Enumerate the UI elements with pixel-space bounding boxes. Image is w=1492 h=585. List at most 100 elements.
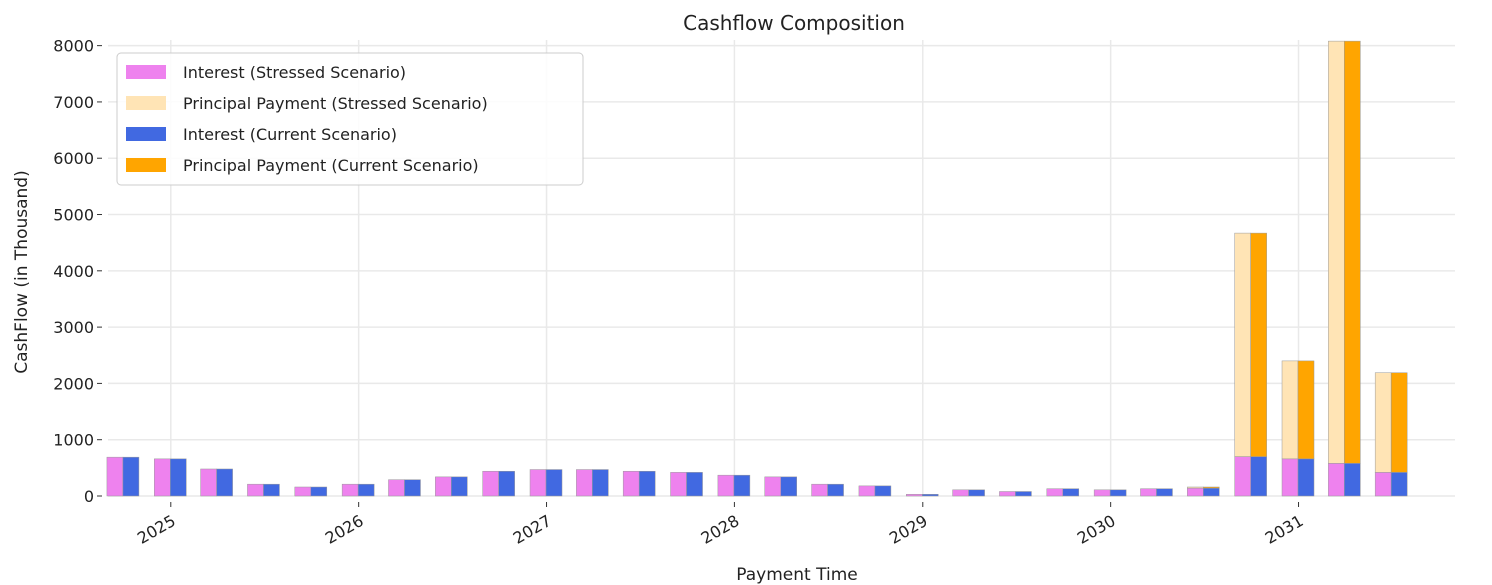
bar-interest-stressed: [858, 485, 876, 497]
bar-interest-stressed: [999, 491, 1016, 497]
x-tick-label: 2030: [1074, 511, 1119, 548]
bar-interest-current: [451, 476, 468, 497]
y-tick-label: 3000: [53, 318, 94, 337]
bar-interest-stressed: [1281, 458, 1299, 497]
bar-interest-stressed: [1187, 487, 1204, 497]
y-tick-label: 4000: [53, 262, 94, 281]
bar-interest-stressed: [482, 470, 499, 497]
legend-swatch: [126, 96, 166, 110]
x-tick-label: 2028: [698, 511, 743, 548]
legend-box: [116, 52, 584, 186]
y-axis-ticks: 0 1000 2000 3000 4000 5000 6000 7000 8000: [53, 37, 102, 506]
bar-interest-stressed: [811, 483, 828, 497]
bar-principal-stressed: [1328, 40, 1345, 464]
bar-interest-current: [122, 456, 140, 497]
bar-principal-stressed: [1374, 372, 1392, 473]
bar-interest-current: [968, 489, 985, 497]
bar-interest-current: [1250, 456, 1267, 497]
bar-interest-stressed: [764, 476, 781, 497]
bar-interest-stressed: [1093, 489, 1111, 497]
bar-interest-stressed: [341, 483, 359, 497]
bar-interest-stressed: [106, 456, 124, 497]
x-tick-label: 2027: [510, 511, 555, 548]
bar-interest-current: [1297, 458, 1315, 497]
y-tick-label: 8000: [53, 37, 94, 56]
bar-interest-current: [216, 468, 233, 497]
x-tick-label: 2026: [322, 511, 367, 548]
y-tick-label: 5000: [53, 206, 94, 225]
bar-principal-current: [1297, 360, 1315, 460]
bar-interest-current: [874, 485, 892, 497]
bar-interest-stressed: [529, 469, 547, 497]
bar-principal-stressed: [1234, 232, 1251, 457]
bar-interest-current: [922, 494, 939, 497]
bar-principal-current: [1344, 40, 1361, 464]
legend-swatch: [126, 158, 166, 172]
chart-title: Cashflow Composition: [683, 11, 905, 35]
bar-principal-current: [1203, 486, 1220, 489]
bar-interest-current: [545, 469, 563, 497]
bar-interest-current: [263, 483, 280, 497]
y-tick-label: 7000: [53, 93, 94, 112]
bar-interest-stressed: [622, 470, 640, 497]
bar-interest-stressed: [717, 474, 735, 497]
bar-interest-stressed: [1234, 456, 1251, 497]
legend-label: Principal Payment (Current Scenario): [183, 156, 479, 175]
legend-label: Principal Payment (Stressed Scenario): [183, 94, 488, 113]
bar-interest-current: [357, 483, 375, 497]
bar-principal-stressed: [1281, 360, 1299, 460]
x-axis-ticks: 2025 2026 2027 2028 2029 2030 2031: [134, 502, 1307, 548]
bar-interest-current: [1015, 491, 1032, 497]
bar-interest-stressed: [576, 469, 593, 497]
bar-principal-current: [1250, 232, 1267, 457]
bar-interest-current: [733, 474, 751, 497]
x-tick-label: 2029: [886, 511, 931, 548]
bar-principal-stressed: [1187, 486, 1204, 489]
bar-interest-current: [592, 469, 609, 497]
bar-interest-current: [404, 479, 421, 497]
y-tick-label: 1000: [53, 431, 94, 450]
bar-interest-current: [638, 470, 656, 497]
bar-interest-stressed: [952, 489, 969, 497]
bar-interest-stressed: [1328, 463, 1345, 497]
bar-interest-stressed: [247, 483, 264, 497]
bar-interest-stressed: [200, 468, 217, 497]
y-tick-label: 0: [84, 487, 94, 506]
bar-interest-current: [498, 470, 515, 497]
bar-interest-stressed: [294, 486, 312, 497]
bar-interest-current: [1344, 463, 1361, 497]
bar-interest-current: [310, 486, 328, 497]
bar-interest-current: [686, 472, 703, 497]
bar-interest-current: [1062, 488, 1080, 497]
bar-interest-current: [827, 483, 844, 497]
y-axis-title: CashFlow (in Thousand): [12, 170, 32, 373]
bar-interest-stressed: [1140, 488, 1157, 497]
bar-interest-stressed: [1374, 472, 1392, 497]
legend-swatch: [126, 65, 166, 79]
bar-interest-current: [780, 476, 797, 497]
bar-interest-stressed: [1046, 488, 1064, 497]
legend-label: Interest (Stressed Scenario): [183, 63, 406, 82]
bar-interest-stressed: [670, 472, 687, 497]
y-tick-label: 2000: [53, 374, 94, 393]
x-tick-label: 2031: [1262, 511, 1307, 548]
bar-interest-current: [1203, 487, 1220, 497]
bars: [106, 40, 1408, 497]
legend: Interest (Stressed Scenario) Principal Pa…: [116, 52, 584, 186]
bar-interest-current: [1156, 488, 1173, 497]
bar-interest-stressed: [435, 476, 452, 497]
bar-interest-stressed: [906, 494, 923, 497]
bar-interest-current: [170, 458, 187, 497]
bar-principal-current: [1390, 372, 1408, 473]
bar-interest-current: [1109, 489, 1127, 497]
bar-interest-current: [1390, 472, 1408, 497]
bar-interest-stressed: [154, 458, 171, 497]
x-tick-label: 2025: [134, 511, 179, 548]
y-tick-label: 6000: [53, 149, 94, 168]
bar-interest-stressed: [388, 479, 405, 497]
legend-label: Interest (Current Scenario): [183, 125, 397, 144]
x-axis-title: Payment Time: [736, 565, 857, 585]
legend-swatch: [126, 127, 166, 141]
